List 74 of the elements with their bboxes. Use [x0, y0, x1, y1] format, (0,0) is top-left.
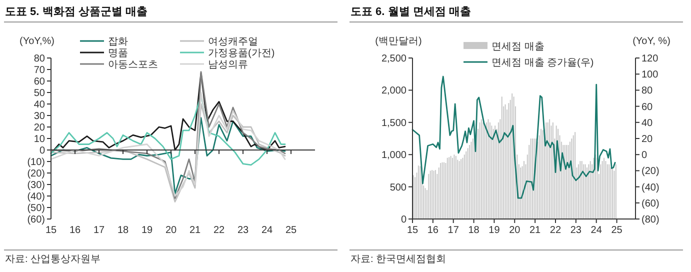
- y2-tick-label: 0: [642, 150, 648, 162]
- y-axis-title: (YoY,%): [19, 36, 55, 47]
- y-tick-label: 60: [34, 76, 46, 88]
- legend-label: 여성캐주얼: [208, 36, 258, 48]
- x-tick-label: 21: [189, 225, 201, 236]
- x-tick-label: 23: [237, 225, 249, 236]
- y-tick-label: 500: [390, 182, 407, 194]
- y2-tick-label: (20): [642, 166, 660, 178]
- x-tick-label: 22: [550, 225, 562, 236]
- y-tick-label: 80: [34, 54, 46, 64]
- x-tick-label: 15: [45, 225, 57, 236]
- text: 자료: 한국면세점협회: [350, 254, 446, 265]
- legend-label: 잡화: [108, 36, 128, 48]
- line-series: [50, 103, 286, 202]
- y2-tick-label: 80: [642, 86, 654, 97]
- y2-tick-label: 120: [642, 54, 659, 64]
- x-tick-label: 22: [213, 225, 225, 236]
- x-tick-label: 20: [509, 225, 521, 236]
- y-tick-label: (40): [27, 192, 45, 202]
- y2-tick-label: 60: [642, 102, 654, 113]
- x-tick-label: 18: [117, 225, 129, 236]
- y2-axis-title: (YoY, %): [632, 36, 670, 47]
- x-tick-label: 24: [261, 225, 273, 236]
- x-tick-label: 16: [69, 225, 81, 236]
- text: 자료: 산업통상자원부: [5, 254, 101, 265]
- x-tick-label: 21: [530, 225, 542, 236]
- y-tick-label: (30): [27, 180, 45, 191]
- x-tick-label: 25: [285, 225, 297, 236]
- y2-tick-label: (60): [642, 198, 660, 210]
- y-tick-label: 50: [34, 88, 46, 99]
- legend-label: 가정용품(가전): [208, 48, 275, 59]
- y2-tick-label: (40): [642, 182, 660, 194]
- x-tick-label: 15: [406, 225, 418, 236]
- x-tick-label: 20: [165, 225, 177, 236]
- y-tick-label: 0: [39, 146, 46, 156]
- legend-label: 아동스포츠: [108, 60, 158, 70]
- x-tick-label: 19: [141, 225, 153, 236]
- y-tick-label: 1,500: [381, 118, 407, 129]
- y-tick-label: 10: [34, 134, 46, 145]
- line-series: [50, 71, 286, 199]
- legend-label: 면세점 매출: [492, 42, 544, 52]
- y-tick-label: (50): [27, 203, 45, 214]
- line-series: [50, 117, 286, 194]
- y-tick-label: (60): [27, 214, 45, 226]
- y2-tick-label: 20: [642, 134, 654, 145]
- y-tick-label: 70: [34, 65, 46, 76]
- y-tick-label: (20): [27, 168, 45, 180]
- y-tick-label: 2,000: [381, 86, 407, 97]
- y-tick-label: 0: [400, 214, 407, 226]
- y-tick-label: 1,000: [381, 150, 407, 162]
- y-axis-title: (백만달러): [375, 36, 422, 47]
- chart-title: 도표 5. 백화점 상품군별 매출: [5, 6, 148, 18]
- x-tick-label: 17: [93, 225, 105, 236]
- x-tick-label: 16: [427, 225, 439, 236]
- x-tick-label: 23: [570, 225, 582, 236]
- y2-tick-label: (80): [642, 214, 660, 226]
- y-tick-label: 30: [34, 111, 46, 122]
- y-tick-label: (10): [27, 157, 45, 168]
- y2-tick-label: 40: [642, 118, 654, 129]
- y-tick-label: 20: [34, 122, 46, 134]
- legend-label: 면세점 매출 증가율(우): [492, 58, 594, 68]
- x-tick-label: 17: [448, 225, 460, 236]
- x-tick-label: 18: [468, 225, 480, 236]
- line-series: [412, 76, 616, 199]
- x-tick-label: 24: [590, 225, 602, 236]
- line-series: [50, 92, 286, 197]
- chart-title: 도표 6. 월별 면세점 매출: [350, 6, 471, 18]
- x-tick-label: 25: [611, 225, 623, 236]
- y-tick-label: 40: [34, 100, 46, 110]
- y2-tick-label: 100: [642, 70, 659, 81]
- y-tick-label: 2,500: [381, 54, 407, 64]
- legend-label: 남성의류: [208, 60, 248, 70]
- x-tick-label: 19: [488, 225, 500, 236]
- legend-label: 명품: [108, 48, 128, 59]
